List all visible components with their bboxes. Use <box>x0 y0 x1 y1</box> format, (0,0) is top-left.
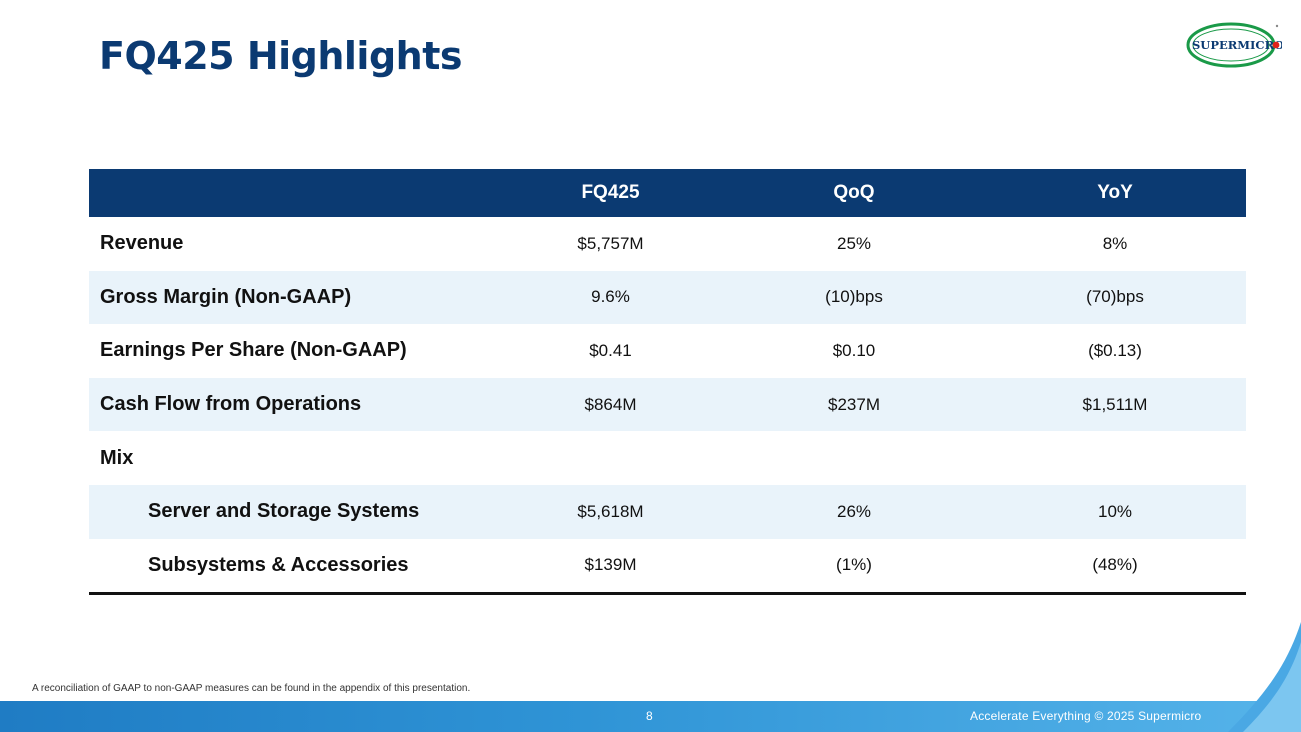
cell-qoq: $0.10 <box>832 340 876 360</box>
footnote: A reconciliation of GAAP to non-GAAP mea… <box>32 683 471 694</box>
table-row-mix: Mix <box>89 431 1246 485</box>
footer-copyright: Accelerate Everything © 2025 Supermicro <box>970 709 1202 723</box>
cell-fq425: $0.41 <box>589 340 632 360</box>
row-label: Earnings Per Share (Non-GAAP) <box>100 339 407 362</box>
cell-qoq <box>724 431 984 485</box>
row-label: Mix <box>100 446 134 469</box>
header-qoq: QoQ <box>724 169 984 217</box>
row-label: Gross Margin (Non-GAAP) <box>89 270 497 325</box>
cell-yoy <box>984 431 1246 485</box>
cell-yoy: 8% <box>1102 233 1128 253</box>
header-yoy: YoY <box>984 169 1246 217</box>
cell-fq425: $139M <box>497 538 724 596</box>
row-label: Revenue <box>100 232 184 255</box>
cell-qoq: (1%) <box>724 538 984 596</box>
table-row-server-storage: Server and Storage Systems $5,618M 26% 1… <box>89 484 1246 539</box>
cell-fq425: $5,618M <box>497 484 724 539</box>
table-row-revenue: Revenue $5,757M 25% 8% <box>89 217 1246 271</box>
cell-yoy: 10% <box>984 484 1246 539</box>
cell-qoq: 25% <box>836 233 872 253</box>
cell-fq425: $864M <box>497 377 724 432</box>
table-row-subsystems: Subsystems & Accessories $139M (1%) (48%… <box>89 538 1246 596</box>
header-fq425: FQ425 <box>497 169 724 217</box>
cell-yoy: ($0.13) <box>1088 340 1142 360</box>
cell-fq425: $5,757M <box>577 233 644 253</box>
footer-bar <box>0 701 1301 732</box>
logo-text: SUPERMICRO <box>1192 38 1282 52</box>
highlights-table: FQ425 QoQ YoY Revenue $5,757M 25% 8% Gro… <box>89 169 1246 596</box>
table-header-row: FQ425 QoQ YoY <box>89 169 1246 217</box>
header-empty <box>89 169 497 217</box>
corner-swoosh-decoration <box>1228 622 1301 732</box>
table-row-gross-margin: Gross Margin (Non-GAAP) 9.6% (10)bps (70… <box>89 270 1246 325</box>
table-row-cash-flow: Cash Flow from Operations $864M $237M $1… <box>89 377 1246 432</box>
row-label: Cash Flow from Operations <box>89 377 497 432</box>
cell-yoy: $1,511M <box>984 377 1246 432</box>
page-number: 8 <box>646 709 653 723</box>
cell-fq425: 9.6% <box>497 270 724 325</box>
cell-yoy: (70)bps <box>984 270 1246 325</box>
supermicro-logo: SUPERMICRO <box>1186 22 1282 68</box>
table-row-eps: Earnings Per Share (Non-GAAP) $0.41 $0.1… <box>89 324 1246 378</box>
row-label: Subsystems & Accessories <box>89 538 497 596</box>
slide-title: FQ425 Highlights <box>99 34 462 78</box>
cell-yoy: (48%) <box>984 538 1246 596</box>
cell-qoq: 26% <box>724 484 984 539</box>
cell-fq425 <box>497 431 724 485</box>
row-label: Server and Storage Systems <box>89 484 497 539</box>
cell-qoq: (10)bps <box>724 270 984 325</box>
cell-qoq: $237M <box>724 377 984 432</box>
